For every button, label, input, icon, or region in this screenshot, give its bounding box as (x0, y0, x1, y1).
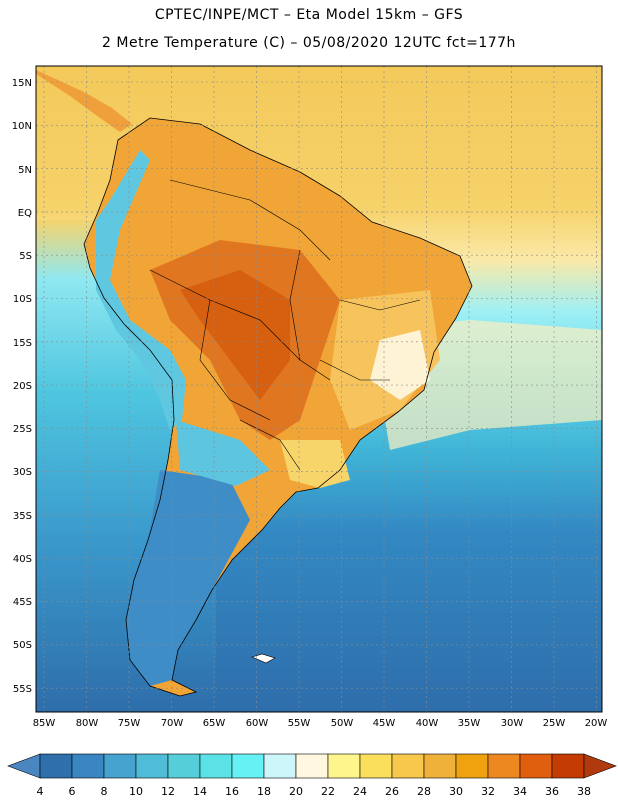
lon-label: 60W (246, 718, 269, 729)
lon-label: 25W (543, 718, 566, 729)
colorbar-cell (295, 753, 329, 779)
lat-label: 55S (13, 684, 32, 695)
colorbar-cell (103, 753, 137, 779)
falkland-islands (251, 653, 276, 664)
colorbar-label: 10 (129, 785, 143, 798)
colorbar-label: 20 (289, 785, 303, 798)
colorbar-label: 14 (193, 785, 207, 798)
lat-label: 5S (19, 251, 32, 262)
colorbar-cell (359, 753, 393, 779)
colorbar-right-arrow (583, 753, 617, 779)
colorbar-label: 28 (417, 785, 431, 798)
colorbar-cell (487, 753, 521, 779)
lat-label: 15S (13, 338, 32, 349)
colorbar-cell (551, 753, 585, 779)
colorbar-label: 30 (449, 785, 463, 798)
colorbar-label: 32 (481, 785, 495, 798)
latitude-labels: 15N 10N 5N EQ 5S 10S 15S 20S 25S 30S 35S… (12, 78, 32, 695)
country-borders (149, 179, 421, 471)
colorbar-label: 26 (385, 785, 399, 798)
lat-label: 45S (13, 597, 32, 608)
colorbar-cell (423, 753, 457, 779)
colorbar-cell (231, 753, 265, 779)
colorbar-label: 36 (545, 785, 559, 798)
map-title-line1: CPTEC/INPE/MCT – Eta Model 15km – GFS (154, 7, 464, 23)
lat-label: 30S (13, 467, 32, 478)
colorbar-label: 24 (353, 785, 367, 798)
colorbar-label: 4 (37, 785, 44, 798)
colorbar-cell (199, 753, 233, 779)
lon-label: 55W (288, 718, 311, 729)
lon-label: 80W (76, 718, 99, 729)
lat-label: 10N (12, 121, 32, 132)
lon-label: 45W (373, 718, 396, 729)
longitude-labels: 85W 80W 75W 70W 65W 60W 55W 50W 45W 40W … (33, 718, 608, 729)
colorbar-cell (135, 753, 169, 779)
colorbar-label: 18 (257, 785, 271, 798)
colorbar-cell (263, 753, 297, 779)
andes-cool (96, 150, 186, 430)
colorbar-cell (39, 753, 73, 779)
lon-label: 20W (585, 718, 608, 729)
patagonia-cold (126, 470, 250, 686)
lat-label: 10S (13, 294, 32, 305)
map-title-line2: 2 Metre Temperature (C) – 05/08/2020 12U… (102, 35, 516, 51)
map-frame (35, 65, 603, 713)
graticule (36, 66, 602, 712)
lon-label: 75W (118, 718, 141, 729)
lon-label: 30W (501, 718, 524, 729)
colorbar-label: 16 (225, 785, 239, 798)
hot-core (180, 270, 290, 400)
colorbar-cell (519, 753, 553, 779)
lat-label: 25S (13, 424, 32, 435)
lon-label: 70W (161, 718, 184, 729)
lat-label: 15N (12, 78, 32, 89)
colorbar-cell (455, 753, 489, 779)
lat-label: 5N (18, 165, 32, 176)
argentina-central (176, 420, 270, 486)
colorbar-label: 12 (161, 785, 175, 798)
colorbar-label: 34 (513, 785, 527, 798)
map-area (36, 66, 602, 712)
lat-label: 35S (13, 511, 32, 522)
lon-label: 85W (33, 718, 56, 729)
colorbar: 4 6 8 10 12 14 16 18 20 22 24 26 28 30 32 34 36 38 (7, 753, 617, 798)
highland-cool (370, 330, 430, 400)
lat-label: EQ (18, 208, 32, 219)
lat-label: 20S (13, 381, 32, 392)
colorbar-label: 6 (69, 785, 76, 798)
colorbar-label: 22 (321, 785, 335, 798)
lon-label: 40W (416, 718, 439, 729)
colorbar-cell (391, 753, 425, 779)
colorbar-label: 38 (577, 785, 591, 798)
colorbar-label: 8 (101, 785, 108, 798)
colorbar-cell (71, 753, 105, 779)
lon-label: 35W (458, 718, 481, 729)
lon-label: 50W (331, 718, 354, 729)
colorbar-cell (167, 753, 201, 779)
lat-label: 40S (13, 554, 32, 565)
colorbar-left-arrow (7, 753, 41, 779)
central-america (36, 70, 132, 132)
colorbar-cell (327, 753, 361, 779)
lon-label: 65W (203, 718, 226, 729)
lat-label: 50S (13, 640, 32, 651)
